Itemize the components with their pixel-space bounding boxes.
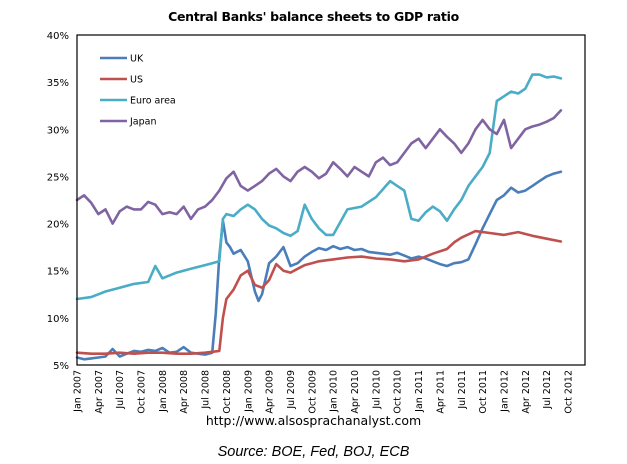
site-url: http://www.alsosprachanalyst.com (205, 413, 422, 428)
y-tick-label: 35% (47, 78, 69, 89)
x-tick-label: Oct 2009 (307, 370, 318, 414)
x-tick-label: Jan 2008 (158, 370, 169, 413)
x-tick-label: Apr 2012 (521, 370, 532, 414)
x-tick-label: Apr 2009 (265, 370, 276, 414)
x-tick-label: Jan 2009 (243, 370, 254, 413)
x-tick-label: Apr 2010 (350, 370, 361, 414)
x-tick-label: Jan 2007 (73, 370, 84, 413)
x-tick-label: Apr 2011 (435, 370, 446, 414)
y-tick-label: 5% (53, 361, 69, 372)
x-tick-label: Jul 2011 (457, 370, 468, 410)
x-tick-label: Apr 2007 (94, 370, 105, 414)
y-tick-label: 20% (47, 220, 69, 231)
source-note: Source: BOE, Fed, BOJ, ECB (217, 444, 410, 460)
legend-label: Euro area (130, 96, 176, 107)
x-tick-label: Jan 2010 (329, 370, 340, 413)
series-line-us (75, 229, 563, 356)
x-tick-label: Jul 2008 (201, 370, 212, 410)
x-tick-label: Jul 2007 (115, 370, 126, 410)
x-tick-label: Jul 2009 (286, 370, 297, 410)
x-tick-label: Apr 2008 (179, 370, 190, 414)
x-tick-label: Oct 2012 (564, 370, 575, 414)
x-tick-label: Jan 2012 (499, 370, 510, 413)
series-line-euro-area (75, 73, 563, 301)
legend: UK US Euro area Japan (100, 54, 176, 128)
series-layer (75, 73, 563, 361)
x-tick-label: Oct 2011 (478, 370, 489, 414)
y-tick-label: 10% (47, 314, 69, 325)
legend-label: UK (130, 54, 144, 65)
y-tick-label: 40% (47, 31, 69, 42)
chart-title: Central Banks' balance sheets to GDP rat… (168, 9, 459, 24)
x-tick-label: Oct 2007 (137, 370, 148, 414)
x-axis: Jan 2007 Apr 2007 Jul 2007 Oct 2007 Jan 2008… (73, 370, 575, 414)
legend-label: Japan (129, 117, 157, 128)
y-axis: 5% 10% 15% 20% 25% 30% 35% 40% (47, 31, 69, 372)
plot-frame (76, 34, 586, 366)
x-tick-label: Oct 2010 (393, 370, 404, 414)
x-tick-label: Jan 2011 (414, 370, 425, 413)
legend-label: US (130, 75, 143, 86)
x-tick-label: Jul 2012 (542, 370, 553, 410)
series-line-uk (75, 170, 563, 361)
series-line-japan (75, 109, 563, 225)
x-tick-label: Jul 2010 (371, 370, 382, 410)
y-tick-label: 25% (47, 172, 69, 183)
y-tick-label: 30% (47, 125, 69, 136)
x-tick-label: Oct 2008 (222, 370, 233, 414)
y-tick-label: 15% (47, 267, 69, 278)
